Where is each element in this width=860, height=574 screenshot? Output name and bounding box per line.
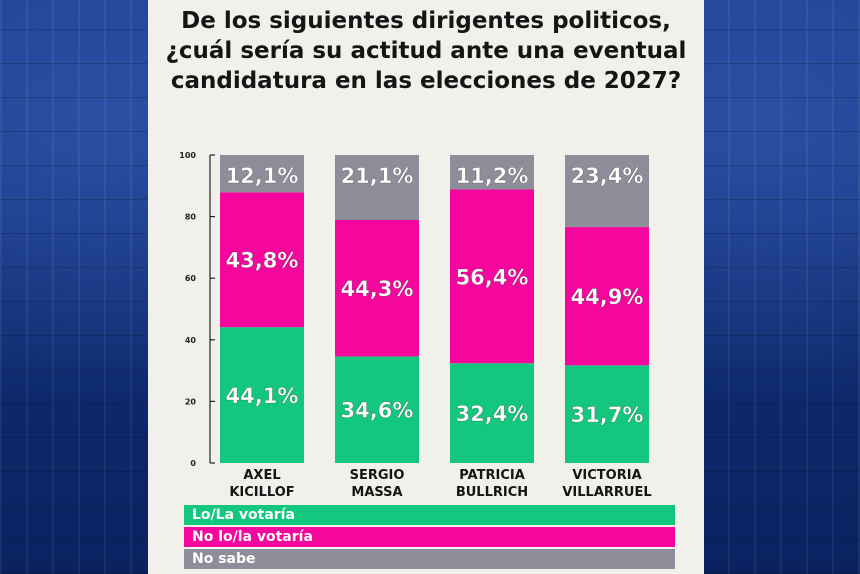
data-label-no-sabe: 11,2% [456, 164, 529, 188]
data-label-no-sabe: 12,1% [226, 164, 299, 188]
y-tick-label: 60 [185, 274, 197, 283]
legend-no-sabe: No sabe [184, 549, 675, 569]
title-line-3: candidatura en las elecciones de 2027? [170, 68, 682, 94]
bar-no-votaria [335, 219, 419, 357]
title-line-1: De los siguientes dirigentes politicos, [181, 8, 671, 34]
y-tick-label: 100 [179, 151, 196, 160]
data-label-votaria: 31,7% [571, 403, 644, 427]
chart-title: De los siguientes dirigentes politicos, … [148, 6, 704, 96]
title-line-2: ¿cuál sería su actitud ante una eventual [165, 38, 687, 64]
x-tick-label: AXEL [243, 468, 280, 483]
bar-no-sabe [220, 155, 304, 193]
x-tick-label: VICTORIA [572, 468, 641, 483]
bar-votaria [335, 356, 419, 463]
x-tick-label: MASSA [351, 485, 402, 500]
y-tick-label: 80 [185, 213, 197, 222]
data-label-no-votaria: 44,3% [341, 277, 414, 301]
bar-votaria [220, 327, 304, 463]
x-tick-label: KICILLOF [229, 485, 294, 500]
bar-votaria [565, 365, 649, 463]
data-label-no-sabe: 21,1% [341, 164, 414, 188]
bar-no-sabe [335, 155, 419, 220]
x-tick-label: PATRICIA [459, 468, 525, 483]
data-label-votaria: 32,4% [456, 402, 529, 426]
bar-no-sabe [565, 155, 649, 228]
y-tick-label: 40 [185, 336, 197, 345]
data-label-no-votaria: 56,4% [456, 265, 529, 289]
stacked-bar-chart: 0 20 40 60 80 100 44,1% 43,8% 12,1% AXEL KICILLOF 3… [179, 151, 651, 500]
y-tick-label: 0 [190, 459, 196, 468]
bar-no-votaria [565, 227, 649, 366]
data-label-votaria: 44,1% [226, 384, 299, 408]
bar-no-sabe [450, 155, 534, 190]
x-tick-label: SERGIO [350, 468, 405, 483]
chart-panel: De los siguientes dirigentes politicos, … [148, 0, 704, 574]
bar-no-votaria [450, 189, 534, 364]
y-tick-label: 20 [185, 397, 197, 406]
x-tick-label: VILLARRUEL [562, 485, 651, 500]
data-label-no-votaria: 43,8% [226, 249, 299, 273]
data-label-no-sabe: 23,4% [571, 164, 644, 188]
legend-votaria: Lo/La votaría [184, 505, 675, 525]
x-tick-label: BULLRICH [456, 485, 528, 500]
bar-votaria [450, 363, 534, 463]
legend-no-votaria: No lo/la votaría [184, 527, 675, 547]
bar-no-votaria [220, 192, 304, 328]
data-label-no-votaria: 44,9% [571, 285, 644, 309]
data-label-votaria: 34,6% [341, 399, 414, 423]
